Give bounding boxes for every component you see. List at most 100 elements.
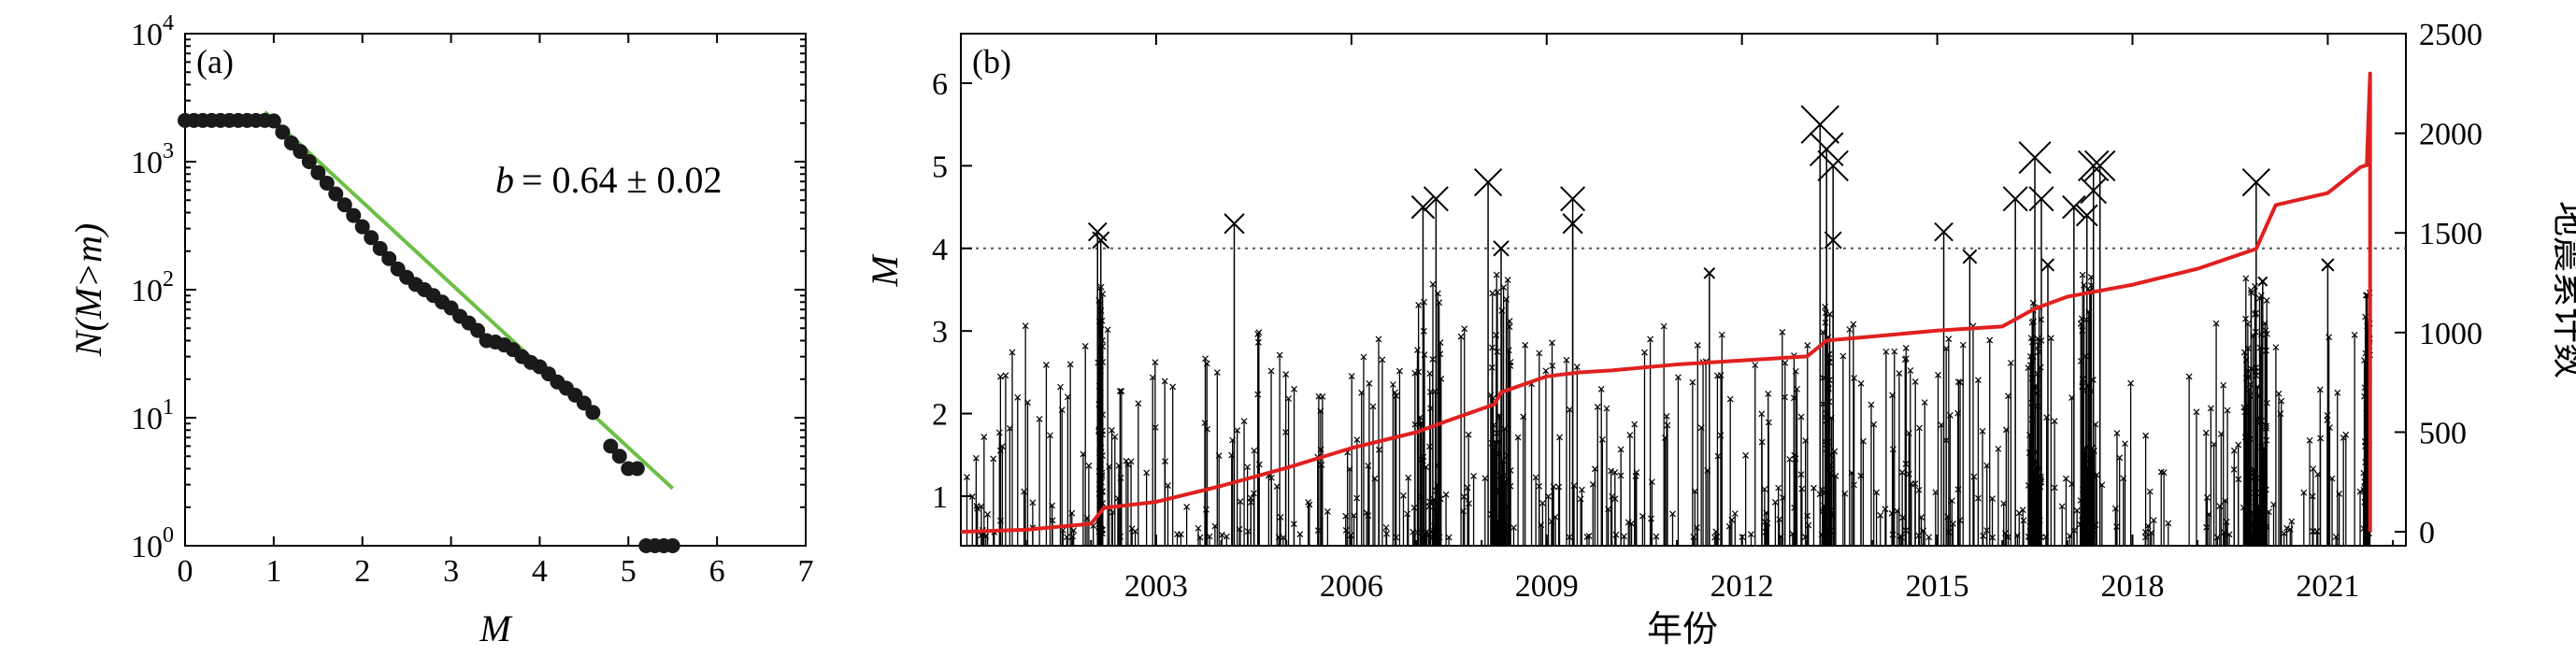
event-marker <box>1143 469 1151 477</box>
y-tick-label: 101 <box>131 395 174 436</box>
event-marker <box>2326 334 2333 341</box>
event-marker <box>1648 478 1655 486</box>
event-marker <box>2247 392 2254 399</box>
event-marker <box>2340 435 2347 441</box>
event-marker <box>2310 528 2317 535</box>
event-marker <box>1608 467 1615 475</box>
large-event-marker <box>1703 267 1716 279</box>
large-event-marker <box>1934 221 1953 242</box>
event-marker <box>1763 509 1770 517</box>
event-marker <box>1765 391 1772 397</box>
event-marker <box>1598 435 1606 443</box>
event-marker <box>1689 378 1696 386</box>
event-marker <box>1758 438 1766 446</box>
b-value: = 0.64 ± 0.02 <box>522 159 723 201</box>
large-event-marker <box>1800 105 1839 144</box>
data-point <box>354 219 370 235</box>
event-marker <box>1597 386 1605 392</box>
event-marker <box>1251 447 1258 454</box>
event-marker <box>1653 533 1660 540</box>
event-marker <box>1846 326 1853 333</box>
event-marker <box>1902 355 1910 363</box>
event-marker <box>1775 484 1782 492</box>
event-marker <box>2142 432 2150 439</box>
event-marker <box>2361 357 2368 364</box>
event-marker <box>1882 348 1890 355</box>
event-marker <box>1237 498 1244 506</box>
event-marker <box>1669 510 1676 518</box>
event-marker <box>1594 404 1601 410</box>
event-marker <box>1731 510 1739 518</box>
event-marker <box>1603 405 1610 412</box>
event-marker <box>1810 484 1817 492</box>
event-marker <box>1305 499 1312 506</box>
event-stems <box>964 271 2373 546</box>
event-marker <box>1986 336 1994 344</box>
x-tick-label: 2009 <box>1515 569 1579 604</box>
event-marker <box>1218 531 1225 538</box>
event-marker <box>1850 321 1857 328</box>
event-marker <box>1779 328 1786 335</box>
data-point <box>293 144 308 160</box>
event-marker <box>1290 521 1297 528</box>
x-tick-label: 1 <box>265 554 281 589</box>
event-marker <box>1577 495 1584 503</box>
cumulative-count-path <box>960 71 2372 535</box>
event-marker <box>2246 474 2254 481</box>
large-event-marker <box>1423 186 1449 212</box>
event-marker <box>1748 531 1754 538</box>
event-marker <box>1465 431 1472 438</box>
event-marker <box>1771 498 1779 506</box>
event-marker <box>1317 446 1324 453</box>
event-marker <box>2079 271 2086 278</box>
event-marker <box>2336 491 2343 497</box>
event-marker <box>1647 335 1654 343</box>
event-marker <box>1718 331 1725 338</box>
event-marker <box>2216 503 2224 510</box>
large-event-marker <box>2018 141 2052 175</box>
y-tick-label: 2 <box>932 398 948 433</box>
event-marker <box>1839 352 1847 360</box>
event-marker <box>982 533 990 540</box>
panel-b-label: (b) <box>972 43 1011 80</box>
event-marker <box>1464 484 1471 492</box>
event-marker <box>1911 378 1919 385</box>
event-marker <box>2272 344 2280 351</box>
event-marker <box>1415 302 1423 308</box>
event-marker <box>2362 292 2369 299</box>
event-marker <box>1902 460 1910 467</box>
event-marker <box>1877 511 1884 519</box>
large-event-marker <box>1817 150 1849 182</box>
y-tick-base: 10 <box>131 274 163 308</box>
event-marker <box>1888 509 1896 517</box>
data-point <box>629 461 645 477</box>
event-marker <box>2157 468 2165 476</box>
event-marker <box>2281 530 2288 537</box>
event-marker <box>1609 492 1616 500</box>
event-marker <box>1379 356 1386 364</box>
event-marker <box>1549 362 1556 369</box>
event-marker <box>1915 532 1923 539</box>
event-marker <box>2362 313 2369 321</box>
event-marker <box>1573 364 1581 371</box>
event-marker <box>2300 489 2308 496</box>
event-marker <box>1857 379 1865 387</box>
event-marker <box>1612 531 1620 538</box>
event-marker <box>1429 355 1437 363</box>
event-marker <box>1549 339 1555 347</box>
event-marker <box>1213 369 1221 377</box>
event-marker <box>1365 463 1372 469</box>
event-marker <box>1445 534 1453 541</box>
event-marker <box>2005 392 2011 400</box>
large-event-marker <box>1824 231 1842 250</box>
data-point <box>301 154 317 169</box>
event-marker <box>1664 421 1671 429</box>
event-marker <box>1798 485 1806 492</box>
event-marker <box>1369 403 1377 410</box>
event-marker <box>1908 480 1915 487</box>
event-marker <box>1694 341 1701 349</box>
large-event-marker <box>2321 258 2335 272</box>
event-marker <box>2247 287 2254 293</box>
y-tick-base: 10 <box>131 530 163 564</box>
event-marker <box>1639 512 1646 520</box>
